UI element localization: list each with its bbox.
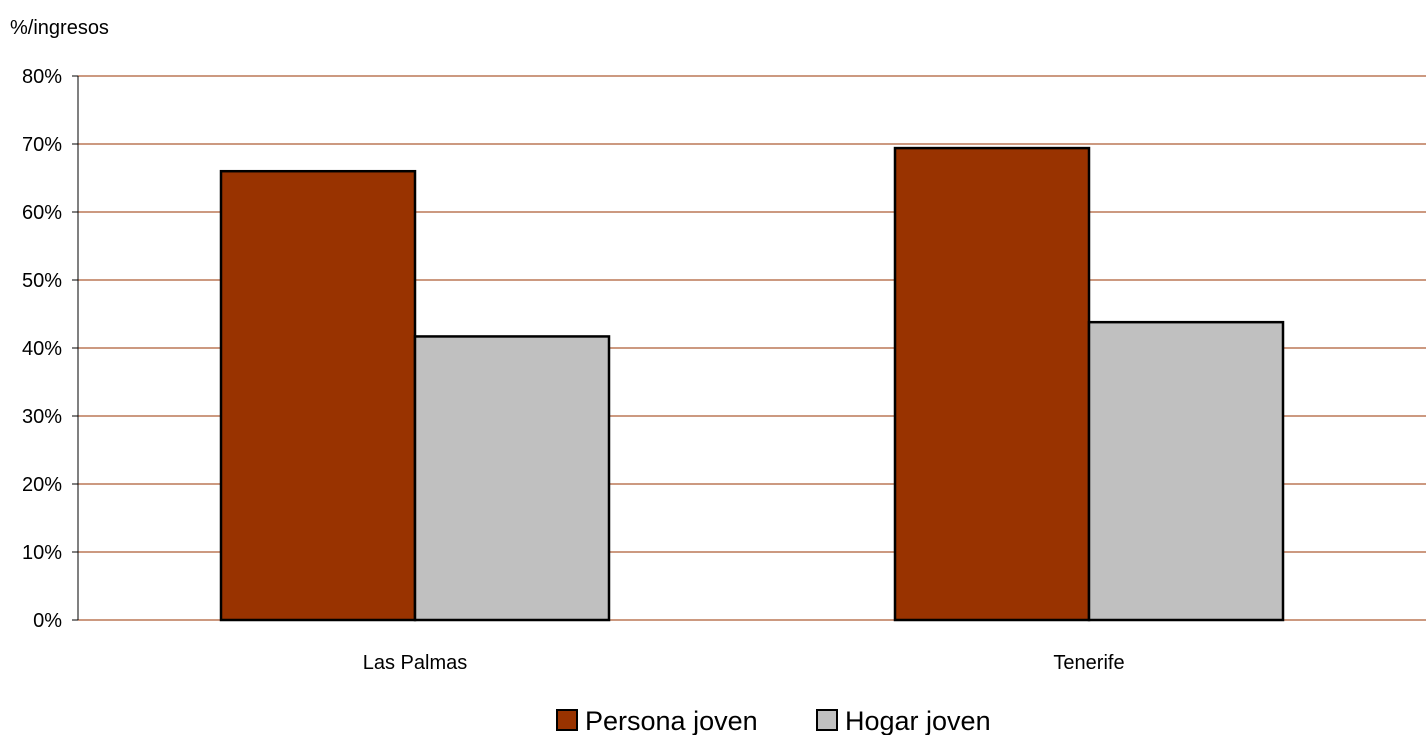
y-tick-label-3: 30%	[22, 406, 62, 428]
y-axis-unit-label: %/ingresos	[10, 17, 109, 39]
x-category-label-1: Tenerife	[1053, 652, 1124, 674]
y-tick-label-7: 70%	[22, 134, 62, 156]
bars	[219, 146, 1285, 622]
legend-swatch-1	[816, 709, 838, 731]
x-axis-categories: Las Palmas Tenerife	[363, 652, 1125, 674]
legend-label-0: Persona joven	[585, 706, 758, 735]
legend-swatch-0	[556, 709, 578, 731]
y-tick-label-0: 0%	[33, 610, 62, 632]
legend: Persona joven Hogar joven	[556, 706, 991, 735]
y-tick-label-1: 10%	[22, 542, 62, 564]
bar-las-palmas-persona-joven	[219, 169, 417, 622]
y-tick-label-2: 20%	[22, 474, 62, 496]
bar-tenerife-persona-joven	[893, 146, 1091, 622]
bar-las-palmas-hogar-joven	[413, 335, 611, 622]
y-tick-label-8: 80%	[22, 66, 62, 88]
y-axis-ticks: 0% 10% 20% 30% 40% 50% 60% 70% 80%	[22, 66, 78, 632]
y-tick-label-5: 50%	[22, 270, 62, 292]
legend-label-1: Hogar joven	[845, 706, 991, 735]
x-category-label-0: Las Palmas	[363, 652, 468, 674]
y-tick-label-4: 40%	[22, 338, 62, 360]
bar-tenerife-hogar-joven	[1087, 320, 1285, 622]
y-tick-label-6: 60%	[22, 202, 62, 224]
